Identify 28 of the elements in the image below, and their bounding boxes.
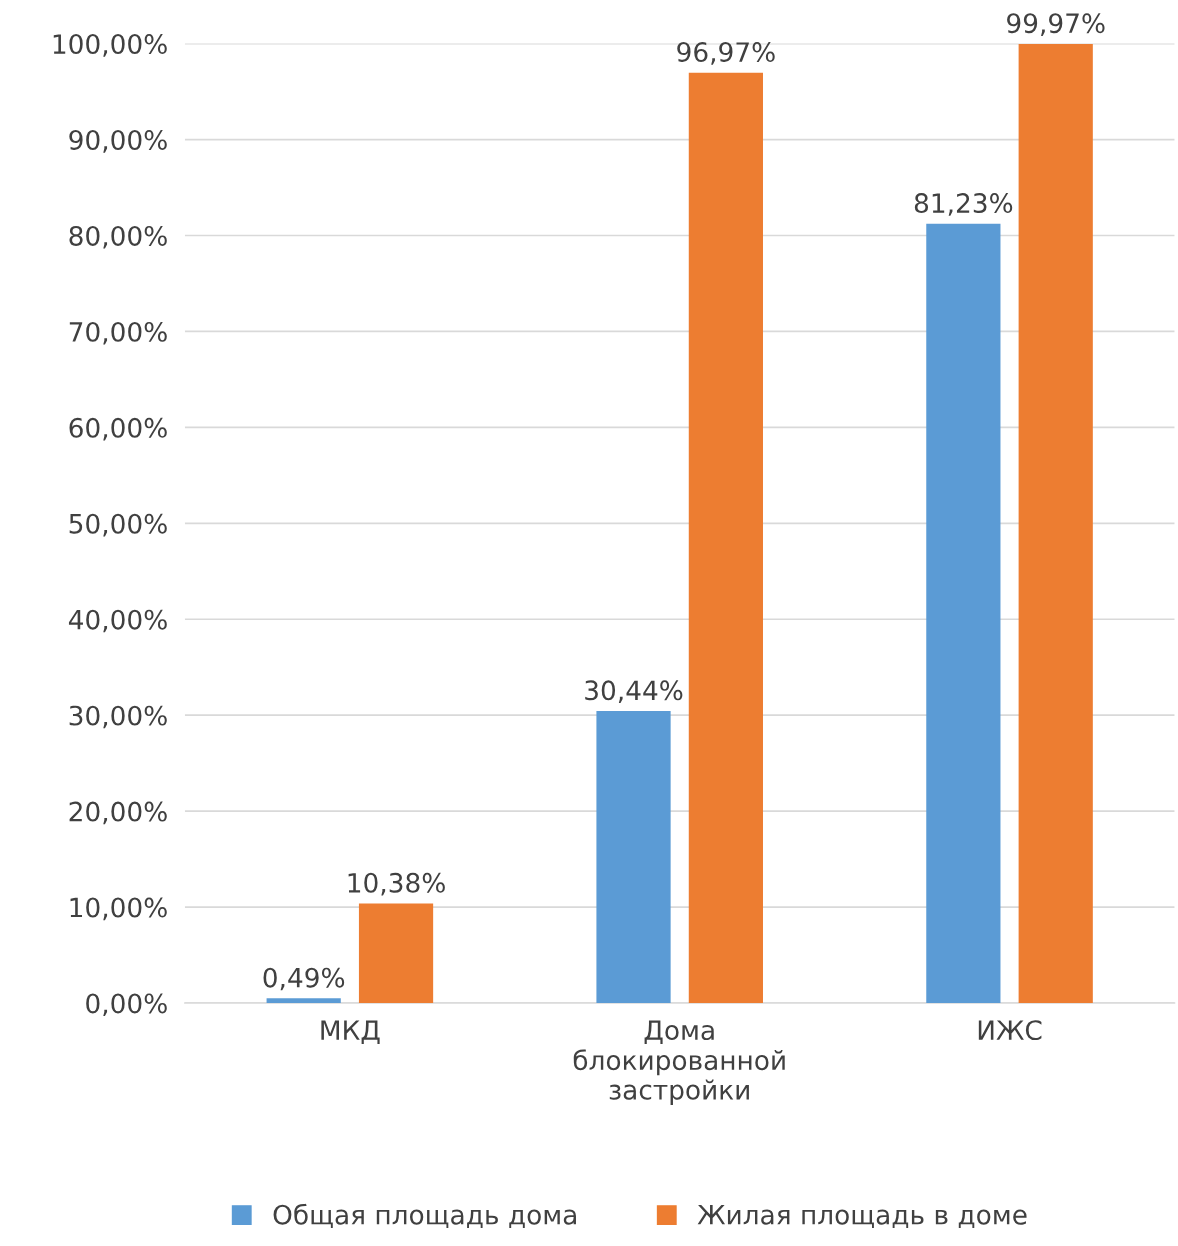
y-tick-label: 60,00% [69,417,167,441]
bar [358,903,434,1004]
legend-label: Общая площадь дома [273,1203,576,1228]
bar [926,223,1001,1004]
y-tick-label: 10,00% [70,897,167,921]
data-label: 10,38% [348,872,445,896]
legend-label: Жилая площадь в доме [697,1205,1027,1228]
bar [688,72,763,1004]
data-label: 81,23% [914,193,1013,216]
x-tick-label: МКД [321,1020,380,1044]
data-label: 30,44% [585,680,683,704]
y-tick-label: 30,00% [69,705,167,729]
data-label: 99,97% [1007,13,1105,36]
y-tick-label: 50,00% [69,513,167,537]
bar [266,998,341,1004]
y-tick-label: 70,00% [69,321,167,345]
bar [596,710,671,1004]
data-label: 0,49% [263,967,345,991]
y-tick-label: 80,00% [69,225,167,249]
y-tick-label: 100,00% [53,34,167,57]
x-tick-label: ИЖС [978,1020,1042,1041]
bar [1018,43,1093,1004]
y-tick-label: 40,00% [68,609,167,633]
y-tick-label: 20,00% [69,801,167,825]
y-tick-label: 90,00% [69,129,167,153]
y-tick-label: 0,00% [86,993,167,1017]
x-tick-label: Дома блокированной застройки [573,1020,785,1105]
data-label: 96,97% [677,42,775,65]
